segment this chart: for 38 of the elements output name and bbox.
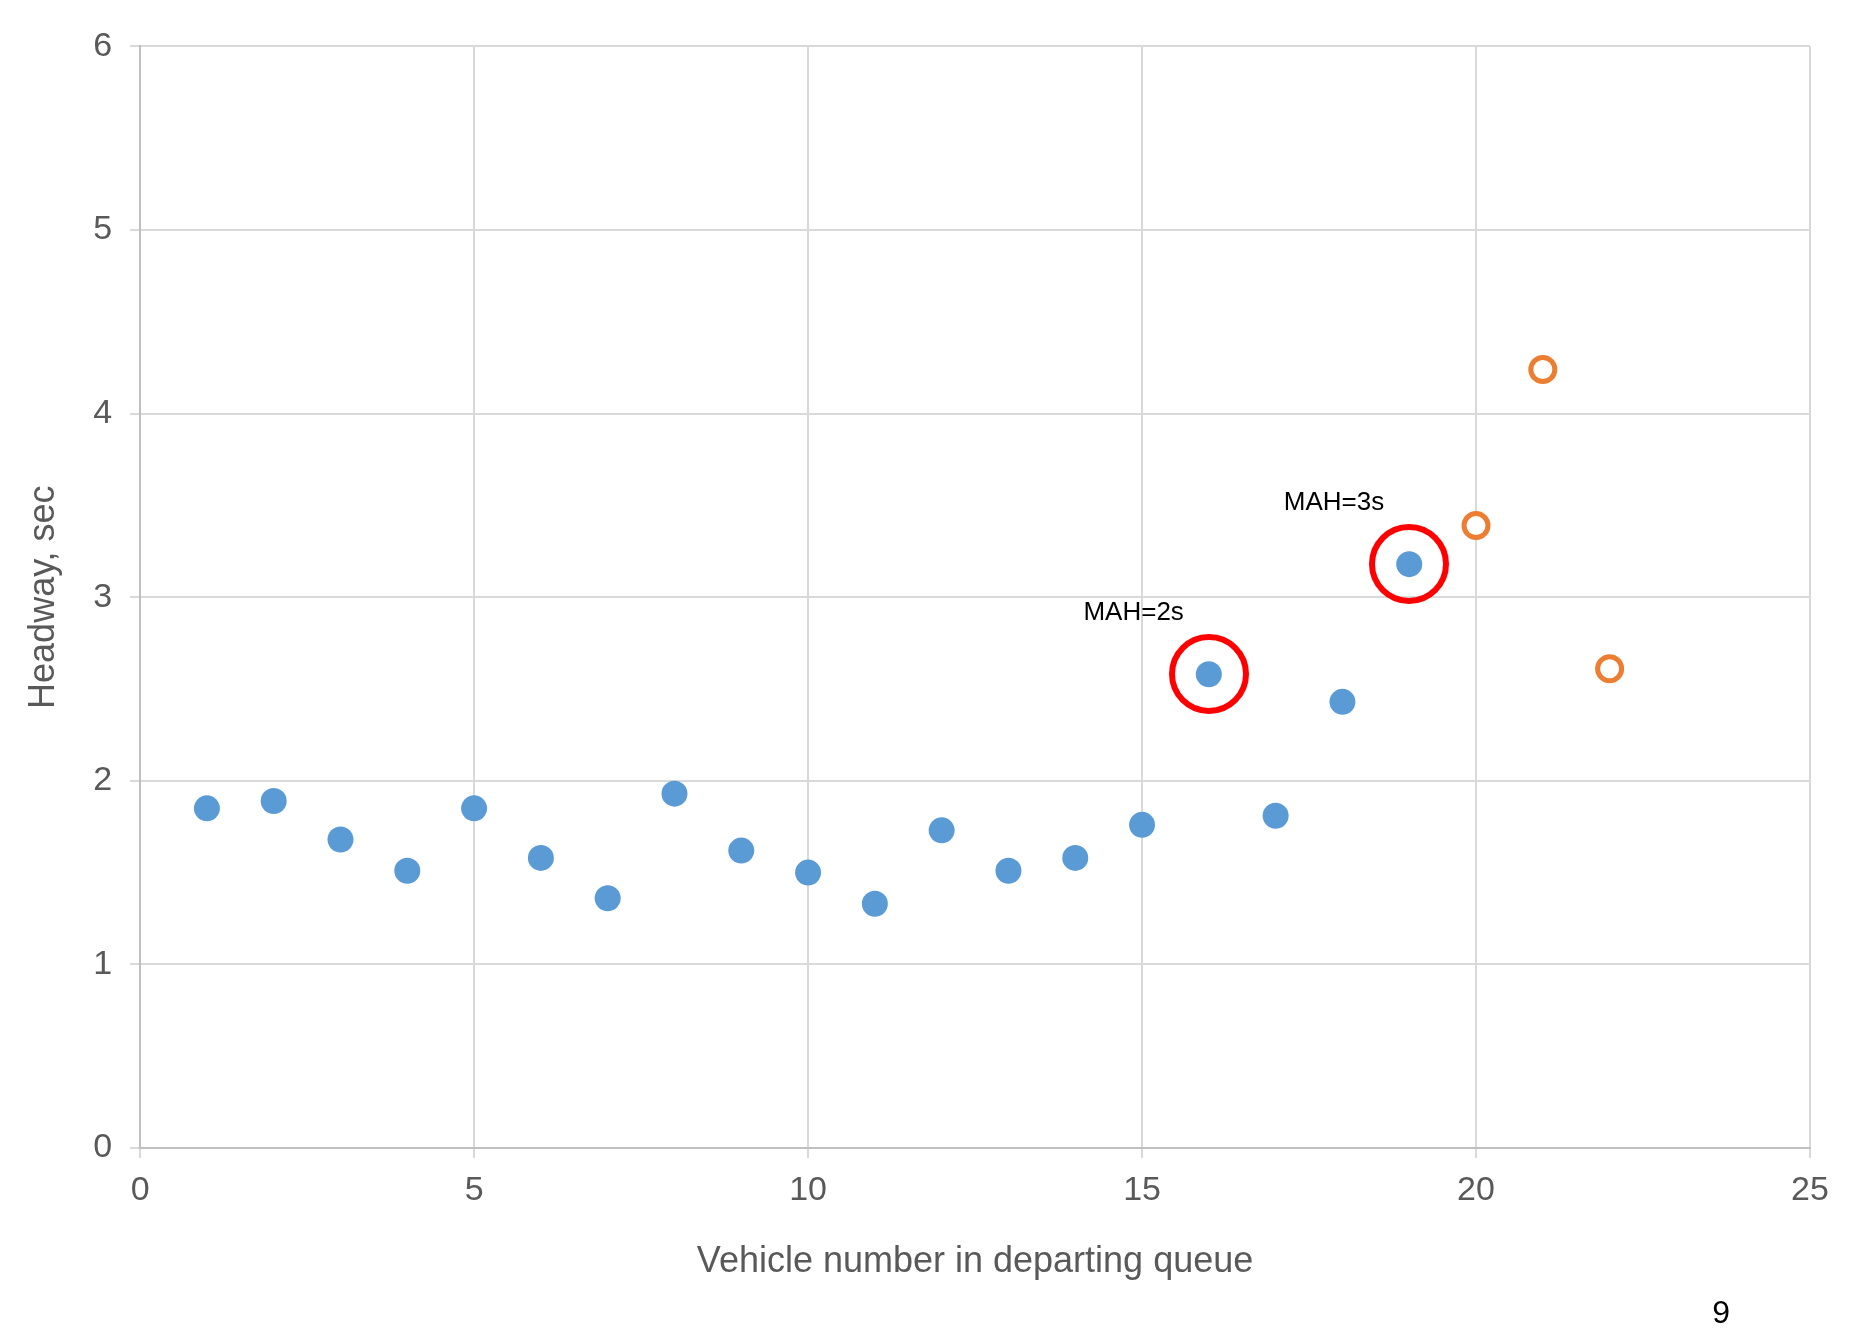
x-tick-label: 10 (789, 1168, 827, 1207)
point (394, 857, 421, 884)
point (995, 857, 1022, 884)
point (527, 844, 554, 871)
annotation: MAH=2s (1083, 596, 1184, 627)
point (1528, 355, 1558, 385)
annotation: MAH=3s (1283, 486, 1385, 517)
point (1461, 511, 1491, 541)
x-tick-label: 15 (1123, 1168, 1161, 1207)
y-tick-label: 4 (93, 391, 113, 430)
x-tick-label: 20 (1457, 1168, 1495, 1207)
point (1262, 802, 1289, 829)
point (193, 795, 220, 822)
y-tick-label: 6 (93, 24, 113, 63)
x-tick-label: 0 (130, 1168, 150, 1207)
x-tick-label: 25 (1791, 1168, 1829, 1207)
point (795, 859, 822, 886)
point (1062, 844, 1089, 871)
y-axis-title: Headway, sec (20, 485, 62, 709)
y-tick-label: 2 (93, 759, 113, 798)
point (1595, 654, 1625, 684)
y-tick-label: 3 (93, 575, 113, 614)
point (1129, 811, 1156, 838)
x-axis-title: Vehicle number in departing queue (696, 1239, 1254, 1281)
text: 9 (1712, 1294, 1730, 1331)
point (728, 837, 755, 864)
point (461, 795, 488, 822)
point (661, 780, 688, 807)
y-tick-label: 0 (93, 1126, 113, 1165)
point (861, 890, 888, 917)
point (594, 885, 621, 912)
point (1329, 688, 1356, 715)
point (260, 788, 287, 814)
x-tick-label: 5 (464, 1168, 484, 1207)
point (928, 817, 955, 844)
y-tick-label: 1 (93, 942, 113, 981)
point (327, 826, 354, 853)
y-tick-label: 5 (93, 208, 113, 247)
